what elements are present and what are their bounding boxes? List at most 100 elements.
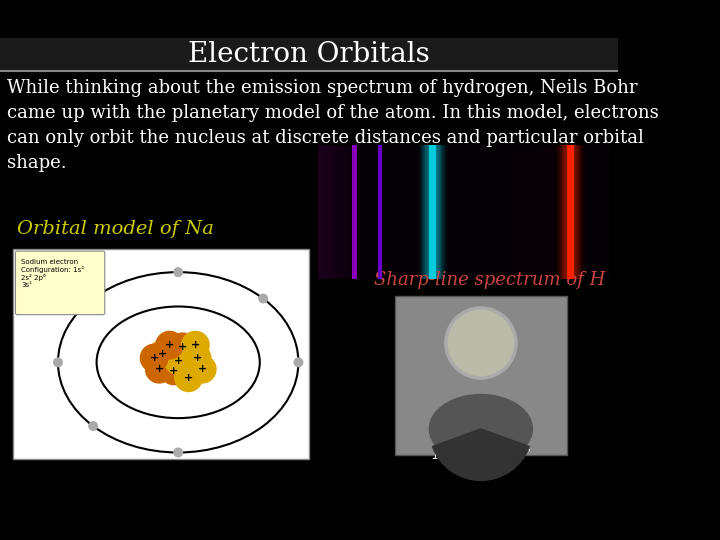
Bar: [567, 145, 574, 279]
Bar: [496, 145, 498, 279]
Bar: [525, 145, 526, 279]
Bar: [352, 145, 357, 279]
Bar: [318, 145, 610, 279]
Bar: [327, 145, 328, 279]
Bar: [562, 145, 579, 279]
Bar: [538, 145, 539, 279]
Text: +: +: [158, 349, 167, 359]
Bar: [507, 145, 508, 279]
Bar: [513, 145, 514, 279]
Bar: [344, 145, 345, 279]
Circle shape: [89, 422, 97, 430]
Bar: [551, 145, 552, 279]
Bar: [498, 145, 499, 279]
Bar: [492, 145, 493, 279]
Bar: [561, 145, 562, 279]
Circle shape: [174, 268, 182, 276]
Bar: [553, 145, 554, 279]
Bar: [536, 145, 538, 279]
Bar: [419, 145, 446, 279]
Bar: [570, 145, 571, 279]
Bar: [518, 145, 520, 279]
Bar: [531, 145, 532, 279]
Circle shape: [174, 448, 182, 457]
Circle shape: [160, 357, 188, 384]
Circle shape: [164, 347, 192, 374]
Text: Sharp-line spectrum of H: Sharp-line spectrum of H: [374, 271, 606, 289]
Bar: [502, 145, 503, 279]
Text: +: +: [169, 366, 179, 376]
Bar: [535, 145, 536, 279]
Text: +: +: [150, 353, 159, 363]
Bar: [345, 145, 346, 279]
Bar: [428, 145, 438, 279]
Bar: [557, 145, 558, 279]
Bar: [336, 145, 337, 279]
Bar: [424, 145, 441, 279]
Bar: [420, 145, 445, 279]
Wedge shape: [433, 429, 529, 481]
Bar: [320, 145, 321, 279]
Text: +: +: [184, 373, 193, 383]
Bar: [339, 145, 340, 279]
Circle shape: [184, 345, 211, 372]
Bar: [545, 145, 546, 279]
Bar: [13, 248, 309, 459]
Bar: [569, 145, 570, 279]
Text: +: +: [155, 364, 164, 374]
Text: Neils Bohr: Neils Bohr: [432, 445, 529, 463]
Bar: [510, 145, 511, 279]
FancyBboxPatch shape: [15, 251, 105, 315]
Bar: [558, 145, 559, 279]
Bar: [326, 145, 327, 279]
Bar: [322, 145, 323, 279]
Bar: [517, 145, 518, 279]
Bar: [334, 145, 335, 279]
Bar: [494, 145, 495, 279]
Bar: [547, 145, 548, 279]
Text: Sodium electron
Configuration: 1s²
2s² 2p⁶
3s¹: Sodium electron Configuration: 1s² 2s² 2…: [22, 259, 84, 288]
Text: +: +: [178, 342, 187, 352]
Bar: [544, 145, 545, 279]
Bar: [567, 145, 569, 279]
Bar: [491, 145, 492, 279]
Bar: [423, 145, 442, 279]
Bar: [563, 145, 577, 279]
Bar: [395, 296, 567, 455]
Text: +: +: [197, 364, 207, 374]
Bar: [564, 145, 565, 279]
Bar: [324, 145, 325, 279]
Bar: [355, 145, 356, 279]
Bar: [360, 145, 361, 279]
Bar: [557, 145, 584, 279]
Bar: [359, 145, 360, 279]
Bar: [571, 145, 572, 279]
Bar: [554, 145, 585, 279]
Bar: [335, 145, 336, 279]
Bar: [337, 145, 338, 279]
Text: +: +: [174, 356, 183, 366]
Bar: [323, 145, 324, 279]
Text: Orbital model of Na: Orbital model of Na: [17, 220, 214, 238]
Bar: [565, 145, 575, 279]
Text: While thinking about the emission spectrum of hydrogen, Neils Bohr
came up with : While thinking about the emission spectr…: [7, 79, 659, 172]
Bar: [548, 145, 549, 279]
Bar: [563, 145, 564, 279]
Bar: [530, 145, 531, 279]
Bar: [330, 145, 331, 279]
Circle shape: [149, 340, 176, 367]
Bar: [549, 145, 551, 279]
Bar: [559, 145, 581, 279]
Text: +: +: [192, 353, 202, 363]
Bar: [564, 145, 576, 279]
Bar: [358, 145, 359, 279]
Bar: [331, 145, 333, 279]
Bar: [418, 145, 449, 279]
Bar: [558, 145, 582, 279]
Bar: [556, 145, 557, 279]
Text: Electron Orbitals: Electron Orbitals: [188, 41, 430, 68]
Bar: [328, 145, 329, 279]
Bar: [347, 145, 348, 279]
Bar: [522, 145, 523, 279]
Bar: [512, 145, 513, 279]
